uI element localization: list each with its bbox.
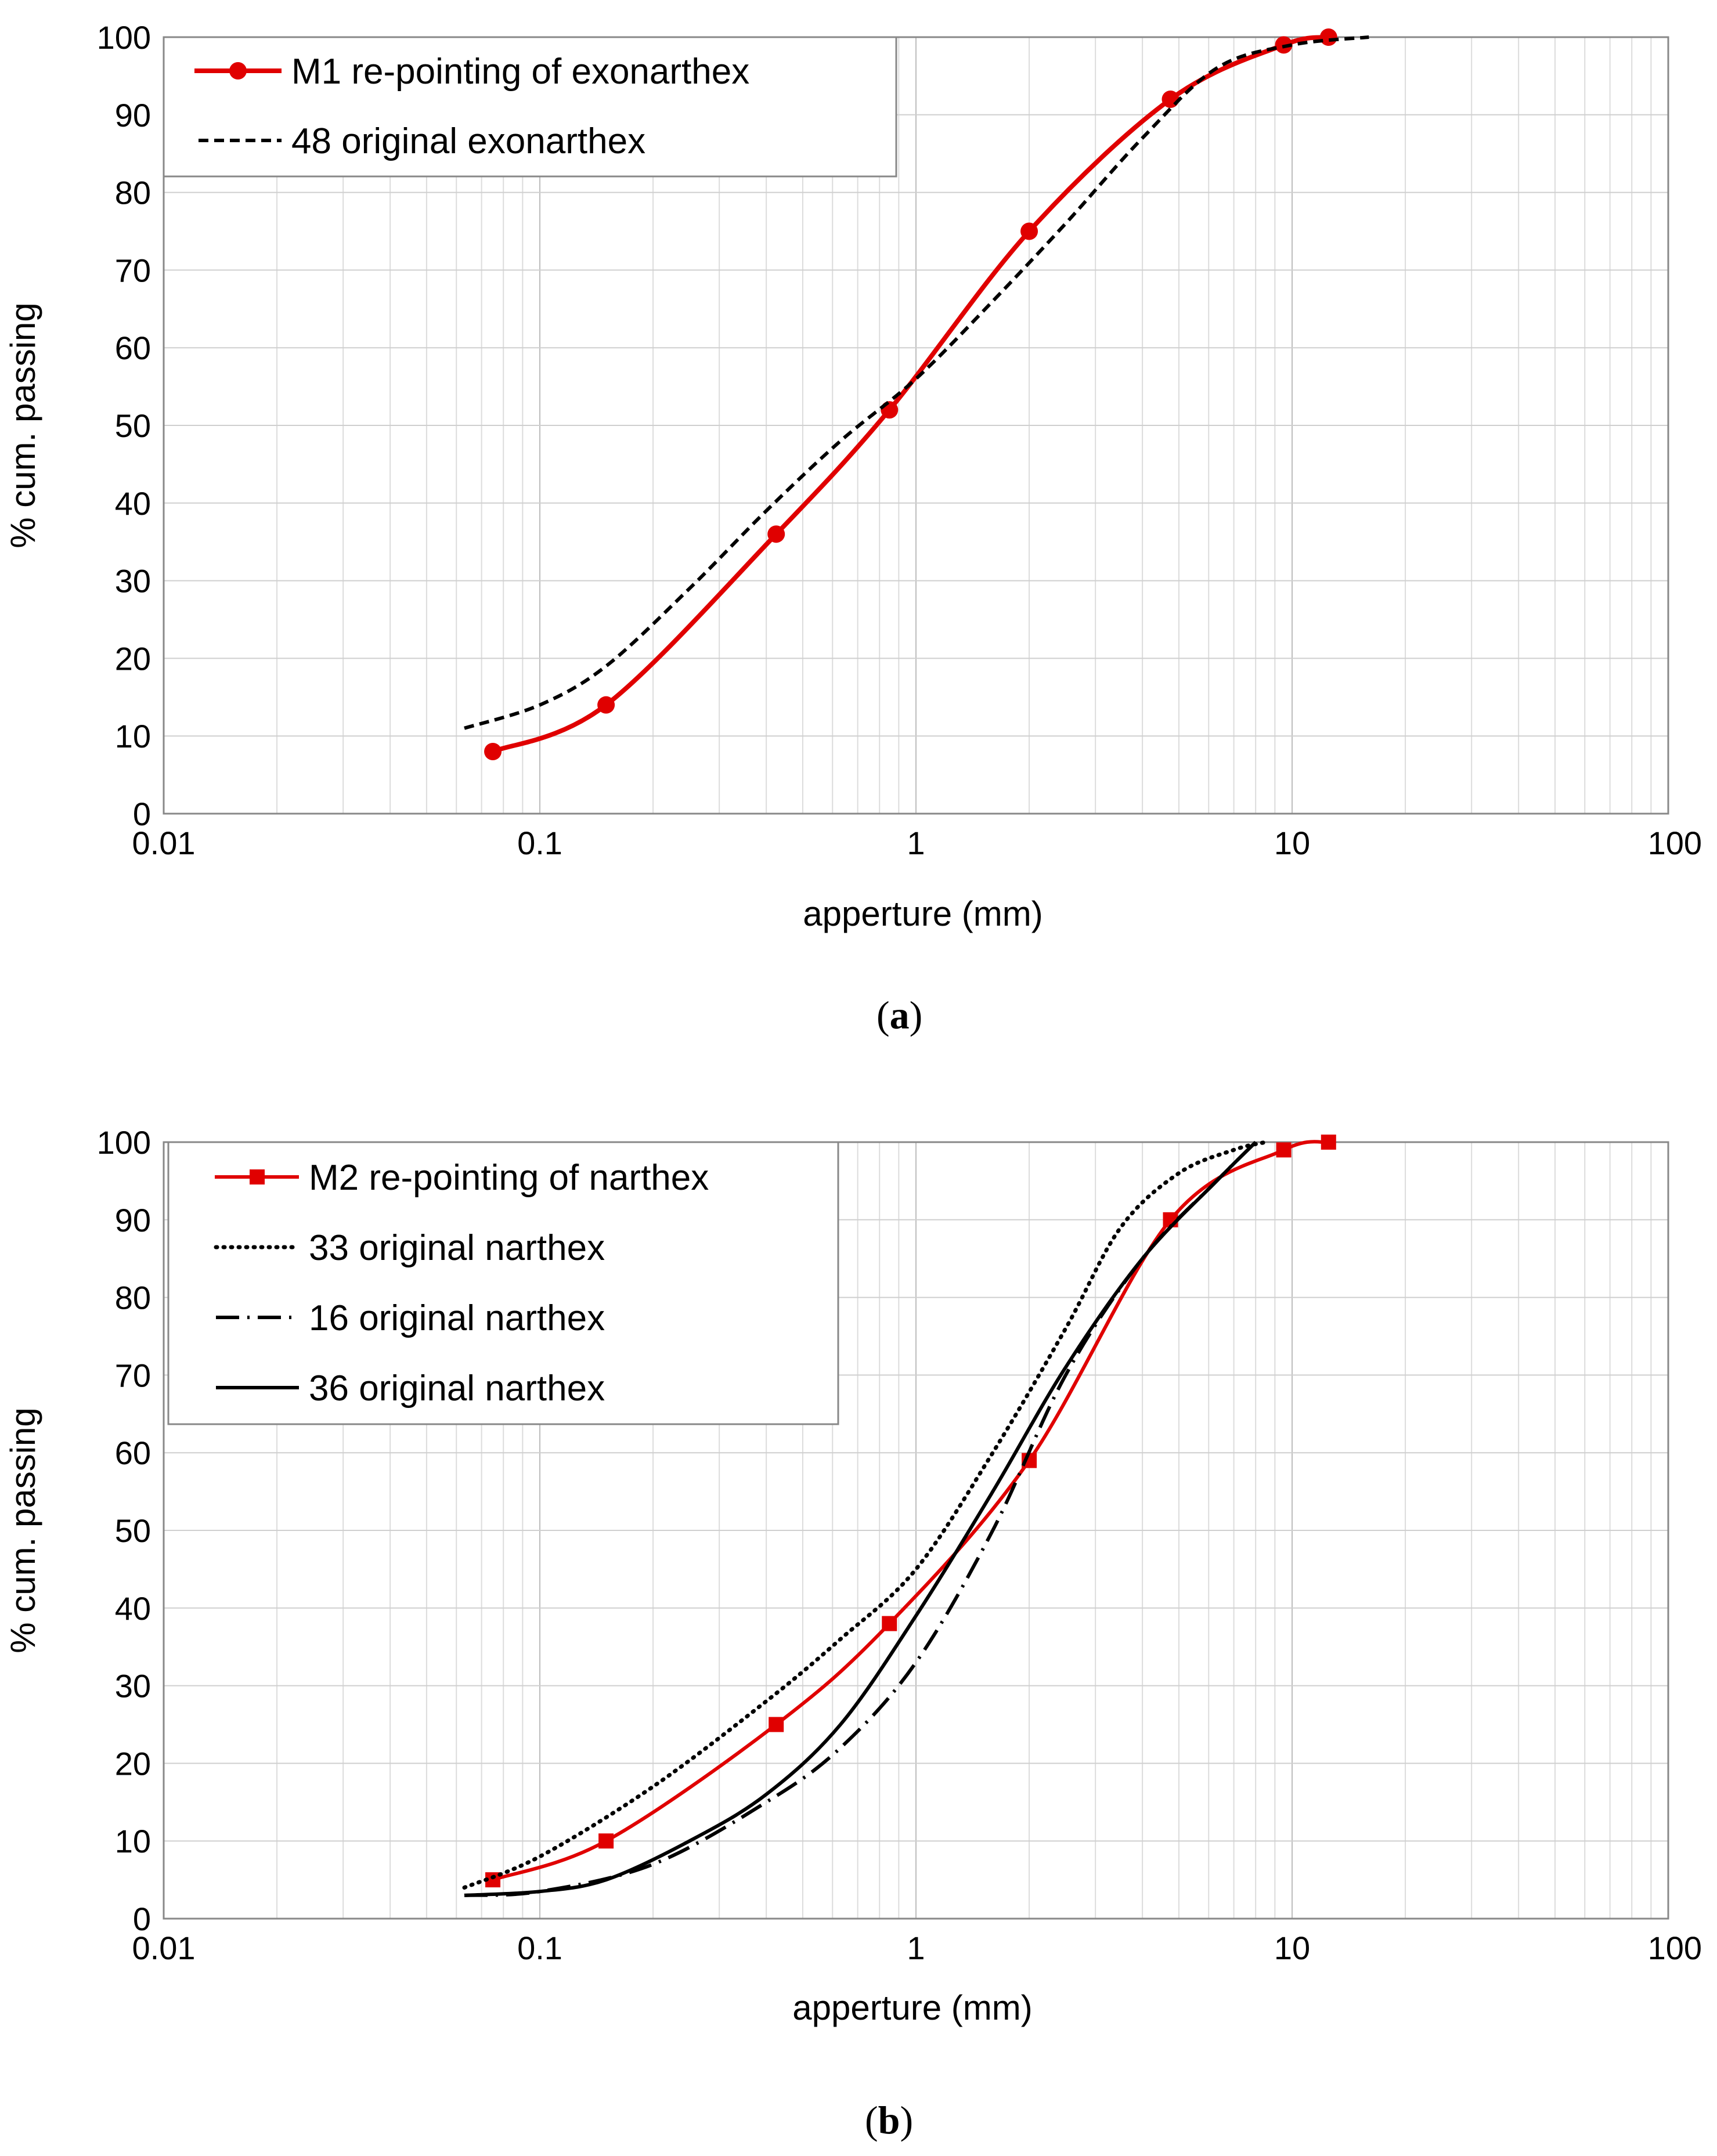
y-tick-label: 10 <box>115 1823 151 1859</box>
legend-a: M1 re-pointing of exonarthex 48 original… <box>163 36 897 178</box>
data-point-marker <box>598 1833 614 1849</box>
x-tick-label: 0.1 <box>517 825 562 861</box>
x-axis-title-a: apperture (mm) <box>803 894 1043 933</box>
y-tick-label: 0 <box>133 1901 151 1937</box>
data-point-marker <box>1321 1135 1336 1150</box>
y-tick-label: 40 <box>115 485 151 522</box>
panel-label-b: (b) <box>865 2098 913 2142</box>
data-point-marker <box>1020 222 1038 240</box>
data-point-marker <box>597 696 615 714</box>
y-tick-label: 50 <box>115 407 151 444</box>
data-point-marker <box>881 401 899 419</box>
y-tick-label: 20 <box>115 1745 151 1782</box>
y-tick-label: 40 <box>115 1590 151 1627</box>
y-tick-label: 80 <box>115 1280 151 1316</box>
data-point-marker <box>769 1717 784 1732</box>
y-tick-label: 70 <box>115 252 151 288</box>
x-tick-label: 1 <box>907 1930 925 1966</box>
legend-label-m1: M1 re-pointing of exonarthex <box>291 52 749 92</box>
y-tick-label: 90 <box>115 1202 151 1238</box>
panel-label-b-letter: b <box>878 2098 900 2142</box>
y-tick-label: 50 <box>115 1512 151 1549</box>
x-axis-ticks-a: 0.01 0.1 1 10 100 <box>132 825 1702 861</box>
series-group-a <box>464 28 1369 760</box>
y-tick-label: 20 <box>115 640 151 677</box>
data-point-marker <box>1276 1142 1292 1158</box>
y-tick-label: 70 <box>115 1357 151 1393</box>
chart-panel-b: 0 10 20 30 40 50 60 70 80 90 100 0.01 0.1 1 10 100 app… <box>3 1124 1702 2142</box>
x-axis-title-b: apperture (mm) <box>792 1988 1032 2027</box>
panel-label-a: (a) <box>876 993 922 1037</box>
y-tick-label: 100 <box>97 19 151 56</box>
x-tick-label: 0.1 <box>517 1930 562 1966</box>
y-tick-label: 30 <box>115 1668 151 1704</box>
plot-frame-a <box>163 36 1669 815</box>
chart-panel-a: 0 10 20 30 40 50 60 70 80 90 100 0.01 0.1 1 10 100 app… <box>3 19 1702 1037</box>
series-line-b-2 <box>464 1140 1257 1897</box>
legend-marker-m1 <box>229 62 247 80</box>
legend-box-a <box>163 36 897 178</box>
y-axis-title-b: % cum. passing <box>3 1407 42 1653</box>
x-tick-label: 100 <box>1648 825 1702 861</box>
series-line-a-0 <box>492 35 1329 754</box>
y-axis-ticks-a: 0 10 20 30 40 50 60 70 80 90 100 <box>97 19 151 832</box>
legend-marker-m2 <box>250 1169 265 1184</box>
legend-label-36: 36 original narthex <box>309 1368 605 1409</box>
legend-label-16: 16 original narthex <box>309 1298 605 1338</box>
data-point-marker <box>767 525 785 543</box>
y-axis-title-a: % cum. passing <box>3 302 42 548</box>
legend-label-33: 33 original narthex <box>309 1228 605 1268</box>
y-tick-label: 90 <box>115 97 151 133</box>
x-tick-label: 1 <box>907 825 925 861</box>
panel-label-a-letter: a <box>890 993 910 1037</box>
data-point-marker <box>1319 28 1337 46</box>
x-tick-label: 0.01 <box>132 1930 196 1966</box>
y-tick-label: 0 <box>133 796 151 832</box>
x-axis-ticks-b: 0.01 0.1 1 10 100 <box>132 1930 1702 1966</box>
y-tick-label: 10 <box>115 718 151 754</box>
legend-label-m2: M2 re-pointing of narthex <box>309 1158 709 1198</box>
y-tick-label: 60 <box>115 1435 151 1471</box>
x-tick-label: 100 <box>1648 1930 1702 1966</box>
legend-label-48: 48 original exonarthex <box>291 121 645 161</box>
y-tick-label: 30 <box>115 563 151 600</box>
series-line-b-3 <box>464 1140 1257 1897</box>
data-point-marker <box>484 742 502 760</box>
x-tick-label: 0.01 <box>132 825 196 861</box>
data-point-marker <box>882 1616 897 1631</box>
y-tick-label: 80 <box>115 175 151 211</box>
legend-b: M2 re-pointing of narthex 33 original na… <box>167 1141 839 1425</box>
x-tick-label: 10 <box>1274 1930 1310 1966</box>
y-tick-label: 60 <box>115 330 151 366</box>
x-tick-label: 10 <box>1274 825 1310 861</box>
series-group-b <box>462 1135 1336 1897</box>
y-axis-ticks-b: 0 10 20 30 40 50 60 70 80 90 100 <box>97 1124 151 1937</box>
y-tick-label: 100 <box>97 1124 151 1161</box>
legend-box-b <box>167 1141 839 1425</box>
data-point-marker <box>1162 91 1179 109</box>
plot-frame-b <box>163 1141 1669 1920</box>
